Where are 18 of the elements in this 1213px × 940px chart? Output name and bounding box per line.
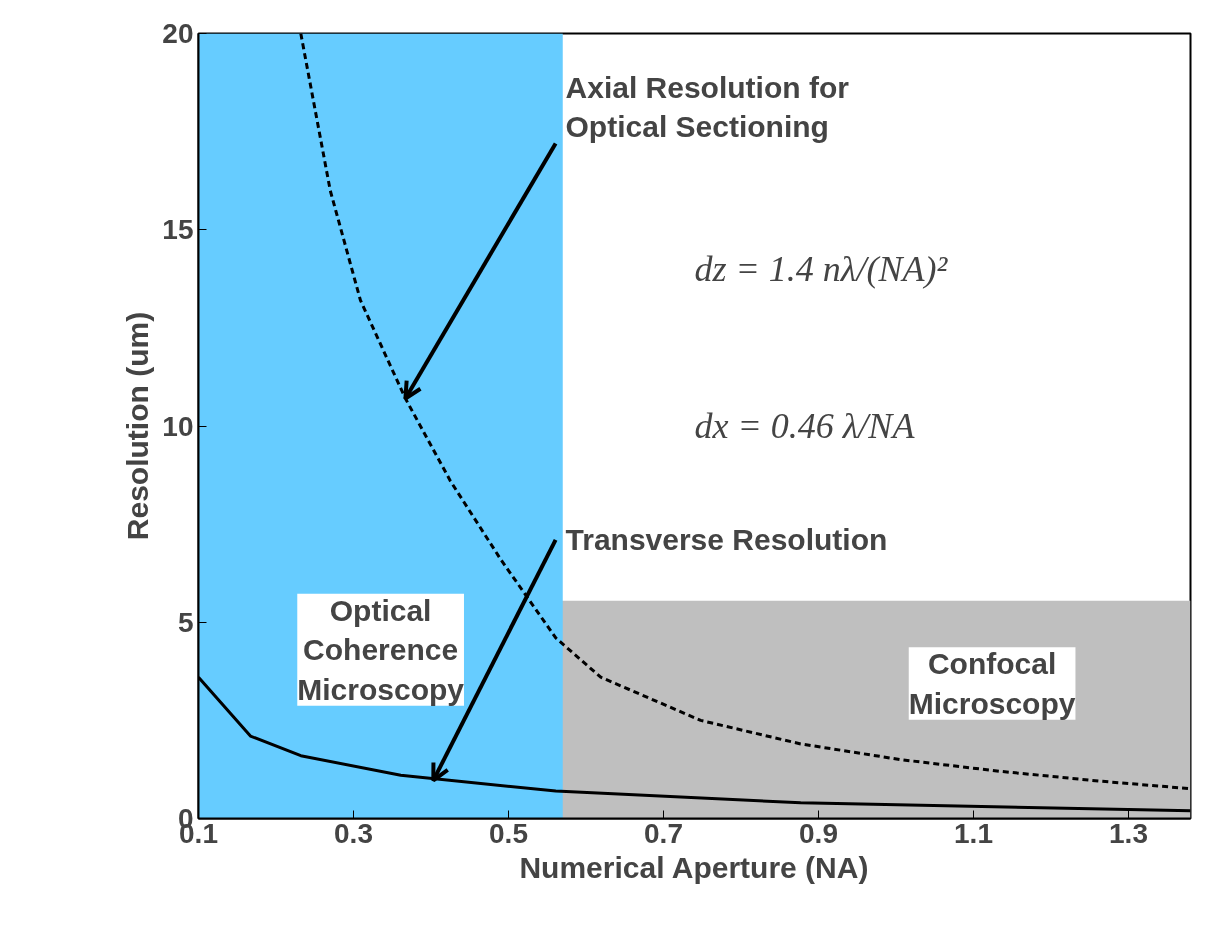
y-tick-label: 20 [162,18,194,49]
band-label: Confocal Microscopy [908,647,1076,720]
annotation: dz = 1.4 nλ/(NA)² [694,249,949,289]
x-tick-label: 0.9 [799,817,838,849]
y-tick-label: 15 [162,214,194,246]
x-tick-label: 1.1 [954,817,993,849]
x-tick-label: 0.7 [644,817,683,849]
y-axis-title: Resolution (um) [121,311,155,541]
annotation: dx = 0.46 λ/NA [694,406,916,446]
y-tick-label: 5 [177,606,194,638]
band-label: Optical Coherence Microscopy [297,593,465,706]
annotation: Axial Resolution for Optical Sectioning [565,70,850,144]
x-tick-label: 0.5 [489,817,528,849]
annotation: Transverse Resolution [565,523,888,557]
x-tick-label: 0.3 [334,817,373,849]
x-tick-label: 1.3 [1109,817,1148,849]
x-axis-title: Numerical Aperture (NA) [519,850,869,884]
y-tick-label: 10 [162,410,194,442]
